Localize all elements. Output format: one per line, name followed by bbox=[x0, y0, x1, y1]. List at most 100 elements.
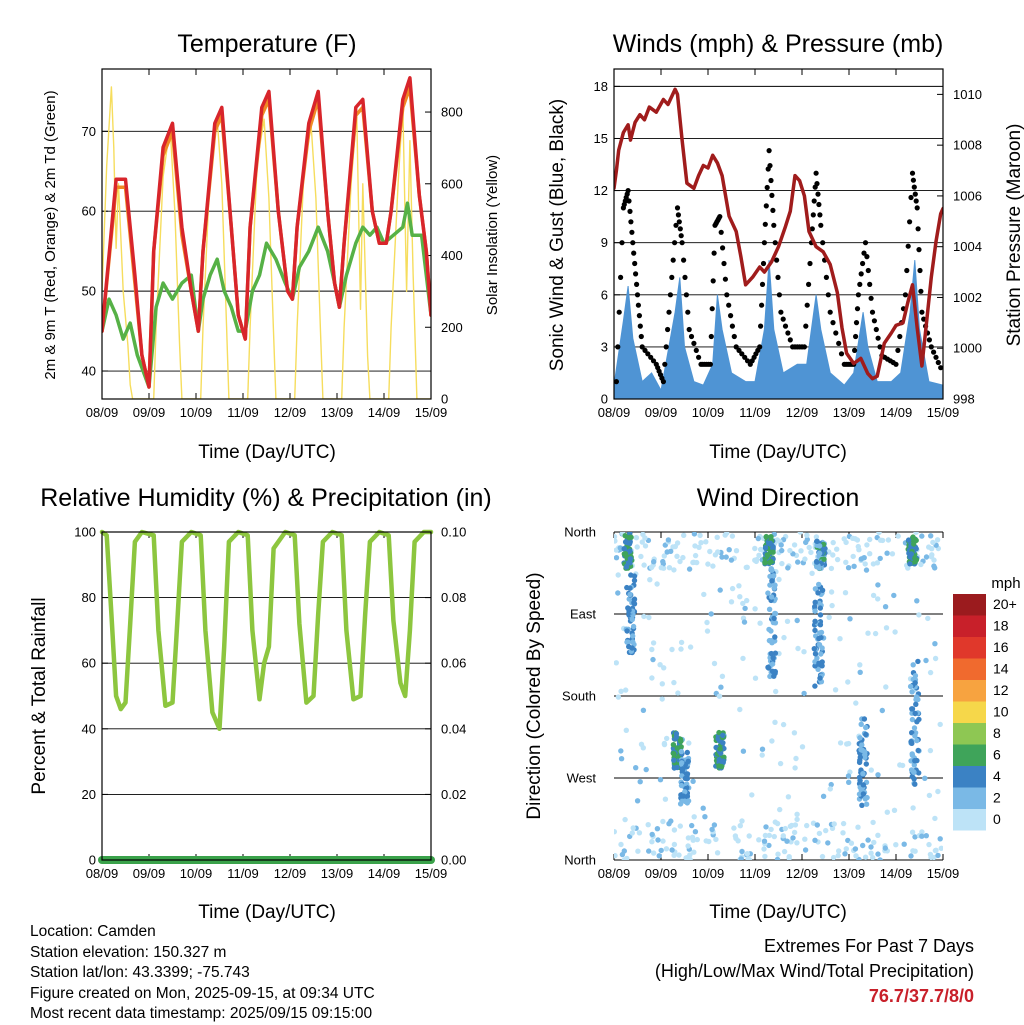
direction-point bbox=[685, 758, 691, 764]
direction-point bbox=[623, 687, 629, 693]
direction-point bbox=[739, 818, 745, 824]
gust-point bbox=[660, 379, 667, 385]
direction-point bbox=[899, 762, 906, 769]
relative-humidity-line bbox=[99, 529, 434, 732]
direction-point bbox=[674, 764, 680, 771]
gust-point bbox=[733, 344, 739, 350]
direction-point bbox=[927, 851, 934, 858]
gust-point bbox=[905, 243, 911, 249]
gust-point bbox=[630, 240, 636, 246]
direction-point bbox=[678, 639, 685, 646]
direction-point bbox=[729, 533, 736, 539]
direction-point bbox=[817, 612, 824, 618]
direction-point bbox=[908, 853, 914, 859]
station-info: Location: Camden Station elevation: 150.… bbox=[30, 922, 375, 1025]
direction-point bbox=[726, 547, 732, 553]
direction-point bbox=[801, 690, 807, 697]
direction-point bbox=[629, 645, 635, 651]
direction-point bbox=[756, 837, 762, 843]
direction-point bbox=[628, 572, 634, 578]
legend-swatch bbox=[953, 594, 986, 616]
gust-point bbox=[809, 226, 815, 232]
direction-point bbox=[768, 650, 775, 657]
legend-swatch bbox=[953, 680, 986, 702]
direction-point bbox=[853, 700, 859, 706]
gust-point bbox=[709, 306, 715, 312]
direction-point bbox=[716, 763, 722, 769]
direction-xtick-label: 12/09 bbox=[786, 866, 819, 881]
direction-point bbox=[909, 716, 916, 723]
humidity-ylabel-left: Percent & Total Rainfall bbox=[29, 597, 50, 794]
sonic-wind-area bbox=[614, 260, 943, 399]
direction-point bbox=[671, 841, 678, 848]
gust-point bbox=[686, 326, 692, 333]
direction-point bbox=[770, 619, 777, 626]
direction-point bbox=[843, 559, 849, 565]
direction-point bbox=[812, 651, 819, 657]
direction-point bbox=[812, 603, 818, 610]
gust-point bbox=[718, 229, 724, 235]
legend-swatch bbox=[953, 701, 986, 723]
direction-point bbox=[909, 740, 915, 746]
temperature-title: Temperature (F) bbox=[177, 30, 356, 58]
gust-point bbox=[928, 344, 934, 350]
direction-point bbox=[719, 554, 725, 560]
direction-point bbox=[710, 563, 716, 569]
gust-point bbox=[662, 361, 668, 367]
direction-point bbox=[832, 687, 839, 693]
direction-point bbox=[703, 539, 709, 545]
temperature-frame bbox=[101, 68, 432, 400]
direction-point bbox=[845, 679, 851, 685]
direction-point bbox=[634, 798, 641, 804]
direction-point bbox=[715, 549, 721, 555]
direction-point bbox=[615, 694, 622, 700]
direction-point bbox=[875, 582, 881, 588]
direction-point bbox=[759, 752, 765, 758]
solar-insolation-line bbox=[102, 86, 431, 399]
direction-point bbox=[875, 772, 881, 778]
direction-point bbox=[774, 820, 781, 827]
direction-point bbox=[914, 737, 920, 744]
direction-point bbox=[698, 540, 704, 546]
direction-ytick-label: South bbox=[562, 689, 596, 704]
direction-point bbox=[651, 559, 657, 565]
gust-point bbox=[935, 359, 941, 366]
gust-point bbox=[677, 226, 683, 232]
direction-point bbox=[679, 760, 685, 766]
direction-point bbox=[877, 555, 883, 562]
gust-point bbox=[838, 351, 845, 357]
direction-ytick-label: West bbox=[567, 771, 597, 786]
direction-point bbox=[784, 838, 790, 844]
legend-label: 4 bbox=[993, 768, 1001, 784]
gust-point bbox=[818, 222, 824, 228]
direction-point bbox=[850, 535, 856, 541]
winds-xtick-label: 12/09 bbox=[786, 405, 819, 420]
direction-point bbox=[892, 629, 898, 635]
direction-point bbox=[711, 822, 718, 828]
gust-point bbox=[803, 323, 809, 329]
humidity-xlabel: Time (Day/UTC) bbox=[198, 902, 336, 923]
gust-point bbox=[634, 281, 640, 287]
direction-ytick-label: North bbox=[564, 853, 596, 868]
direction-point bbox=[804, 822, 810, 829]
direction-point bbox=[856, 759, 863, 766]
direction-point bbox=[786, 855, 792, 860]
humidity-series bbox=[98, 529, 435, 864]
direction-point bbox=[631, 577, 638, 584]
direction-point bbox=[714, 850, 721, 856]
direction-point bbox=[937, 721, 943, 728]
temperature-y2tick-label: 400 bbox=[441, 248, 463, 263]
direction-point bbox=[772, 634, 778, 640]
gust-point bbox=[914, 205, 920, 211]
gust-point bbox=[762, 221, 768, 227]
direction-point bbox=[671, 751, 677, 757]
direction-point bbox=[716, 729, 722, 736]
direction-point bbox=[694, 559, 700, 566]
direction-point bbox=[689, 822, 695, 829]
direction-point bbox=[671, 757, 677, 763]
direction-point bbox=[694, 836, 700, 843]
direction-point bbox=[622, 551, 629, 557]
direction-point bbox=[828, 565, 835, 572]
direction-point bbox=[766, 832, 772, 839]
direction-point bbox=[863, 724, 869, 731]
